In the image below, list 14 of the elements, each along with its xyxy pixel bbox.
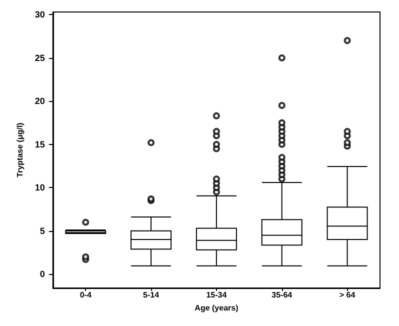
y-axis-title: Tryptase (μg/l): [16, 122, 24, 178]
x-axis-title: Age (years): [194, 303, 239, 312]
x-tick-label: 35-64: [272, 290, 293, 300]
y-tick-label: 30: [34, 10, 45, 20]
x-tick-label: 0-4: [80, 290, 92, 300]
y-tick-label: 25: [34, 52, 45, 63]
x-tick-label: 5-14: [143, 290, 160, 300]
y-tick-label: 0: [40, 269, 45, 280]
y-tick-label: 20: [34, 96, 45, 106]
y-tick-label: 15: [34, 139, 45, 150]
x-tick-label: 15-34: [206, 290, 228, 300]
y-tick-label: 5: [40, 226, 45, 236]
x-tick-label: > 64: [339, 290, 356, 300]
y-tick-label: 10: [34, 182, 45, 193]
